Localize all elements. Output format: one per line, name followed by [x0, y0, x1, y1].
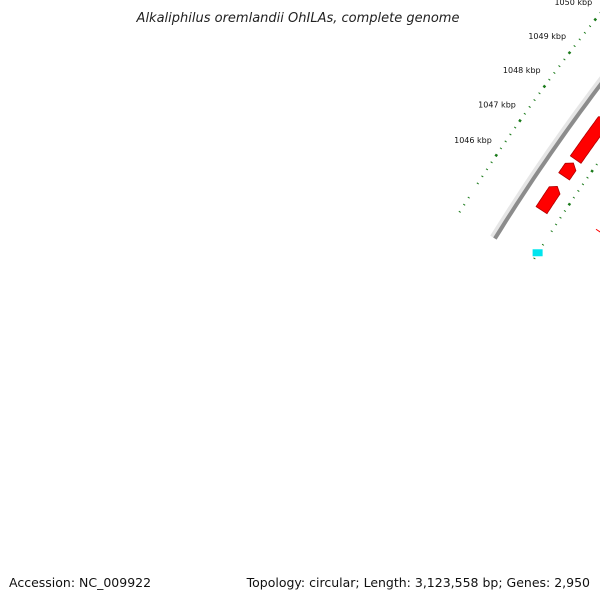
outer-dot — [458, 210, 461, 213]
outer-dot — [476, 182, 479, 185]
outer-dot — [578, 38, 581, 41]
outer-dot — [533, 99, 536, 102]
outer-dot — [463, 203, 466, 206]
tick-dots — [458, 11, 600, 260]
kbp-tick-label: 1046 kbp — [454, 136, 492, 145]
map-title: Alkaliphilus oremlandii OhILAs, complete… — [136, 11, 460, 26]
outer-major-tick — [593, 17, 598, 22]
genome-backbone — [490, 76, 600, 240]
outer-dot — [573, 45, 576, 48]
outer-major-tick — [567, 50, 572, 55]
outer-dot — [490, 161, 493, 164]
gene-arrow — [535, 185, 561, 215]
outer-dot — [467, 196, 470, 199]
inner-dot — [581, 183, 585, 186]
outer-major-tick — [494, 153, 499, 158]
outer-dot — [588, 25, 592, 28]
inner-dot — [563, 209, 567, 213]
kbp-tick-label: 1048 kbp — [503, 66, 541, 75]
kbp-ticks: 1046 kbp 1047 kbp 1048 kbp 1049 kbp 1050 kbp… — [454, 0, 598, 207]
outer-major-tick — [518, 118, 522, 123]
gene-features — [532, 116, 600, 257]
outer-dot — [583, 31, 587, 34]
outer-dot — [499, 147, 503, 150]
gene-label-line — [595, 228, 600, 233]
inner-dot — [554, 223, 558, 226]
kbp-tick-label: 1050 kbp — [554, 0, 592, 7]
outer-dot — [513, 126, 517, 129]
outer-dot — [563, 58, 566, 61]
kbp-tick-label: 1049 kbp — [528, 32, 566, 41]
outer-dot — [504, 140, 507, 143]
inner-major-tick — [567, 202, 572, 207]
inner-dot — [559, 216, 562, 219]
outer-dot — [558, 65, 561, 68]
gene-labels: Clos_0956Clos_0957Clos_0958Clos_0959Clos… — [595, 228, 600, 233]
inner-dot — [533, 257, 536, 260]
inner-dot — [577, 189, 580, 192]
inner-dot — [595, 163, 598, 166]
gene-arrow — [558, 162, 577, 181]
accession-text: Accession: NC_009922 — [9, 575, 152, 590]
outer-dot — [548, 78, 551, 81]
inner-dot — [586, 176, 589, 179]
outer-dot — [528, 105, 531, 108]
inner-dot — [541, 243, 545, 246]
outer-dot — [538, 92, 541, 95]
outer-dot — [523, 112, 526, 115]
outer-dot — [485, 168, 489, 171]
outer-major-tick — [542, 84, 547, 89]
backbone-line — [493, 82, 600, 240]
inner-dot — [550, 230, 553, 233]
outer-dot — [553, 71, 556, 74]
outer-dot — [481, 175, 484, 178]
topology-text: Topology: circular; Length: 3,123,558 bp… — [246, 575, 590, 590]
inner-major-tick — [590, 169, 594, 173]
inner-dot — [572, 196, 576, 199]
kbp-tick-label: 1047 kbp — [478, 101, 516, 110]
gene-arrow — [569, 116, 600, 164]
outer-dot — [509, 133, 512, 136]
feature-marker — [532, 249, 543, 257]
